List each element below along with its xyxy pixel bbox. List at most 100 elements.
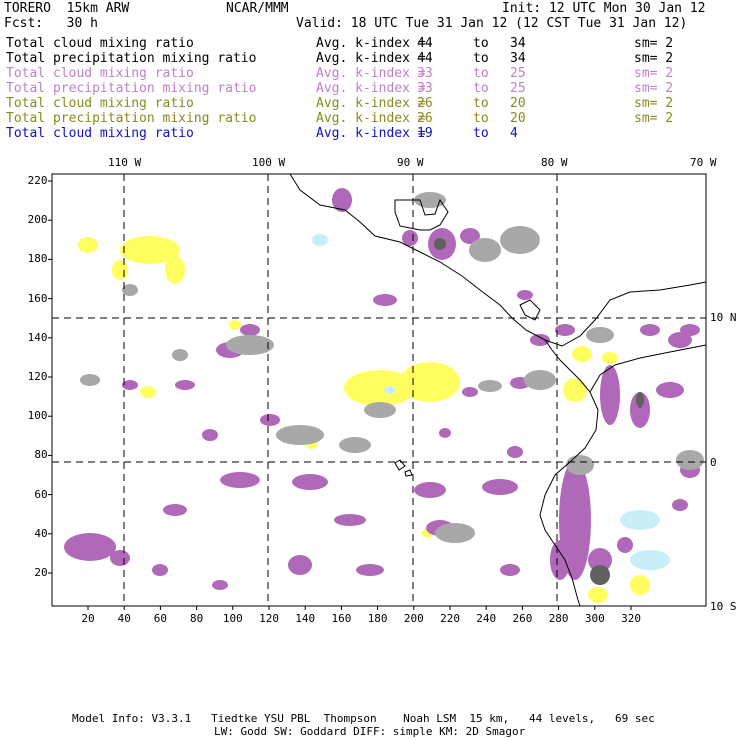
longitude-label: 80 W	[541, 156, 568, 169]
cloud-blob	[292, 474, 328, 490]
legend-name: Total cloud mixing ratio	[6, 66, 194, 81]
x-tick-label: 80	[190, 612, 204, 625]
legend-sm: sm= 2	[634, 96, 674, 111]
cloud-blob	[563, 378, 587, 402]
cloud-blob	[636, 392, 644, 408]
x-tick-label: 120	[259, 612, 279, 625]
legend-a: 26	[417, 96, 433, 111]
x-tick-label: 140	[295, 612, 316, 625]
cloud-blob	[112, 260, 128, 280]
cloud-blob	[64, 533, 116, 561]
organization: NCAR/MMM	[226, 1, 289, 16]
legend-b: 20	[510, 111, 526, 126]
cloud-blob	[414, 192, 446, 208]
legend-a: 26	[417, 111, 433, 126]
legend-b: 4	[510, 126, 518, 141]
cloud-blob	[620, 510, 660, 530]
legend-to: to	[473, 66, 489, 81]
legend-k: Avg. k-index =	[316, 96, 426, 111]
cloud-blob	[212, 580, 228, 590]
init-time: Init: 12 UTC Mon 30 Jan 12	[502, 1, 706, 16]
legend-to: to	[473, 111, 489, 126]
legend-sm: sm= 2	[634, 51, 674, 66]
cloud-blob	[332, 188, 352, 212]
cloud-blob	[120, 236, 180, 264]
legend-row: Total cloud mixing ratio Avg. k-index = 26…	[6, 96, 736, 111]
y-tick-label: 100	[27, 409, 48, 423]
legend-b: 34	[510, 51, 526, 66]
x-tick-label: 240	[476, 612, 497, 625]
cloud-blob	[78, 237, 98, 253]
coastline	[289, 173, 707, 347]
latitude-label: 10 S	[710, 600, 737, 613]
cloud-blob	[312, 234, 328, 246]
cloud-blob	[590, 565, 610, 585]
legend-row: Total precipitation mixing ratio Avg. k-i…	[6, 111, 736, 126]
legend-a: 33	[417, 66, 433, 81]
cloud-blob	[630, 392, 650, 428]
cloud-blob	[165, 256, 185, 284]
x-tick-label: 200	[403, 612, 424, 625]
cloud-blob	[339, 437, 371, 453]
x-tick-label: 320	[621, 612, 641, 625]
cloud-blob	[602, 352, 618, 364]
cloud-blob	[572, 346, 592, 362]
cloud-blob	[364, 402, 396, 418]
y-tick-label: 20	[34, 566, 48, 579]
cloud-blob	[507, 446, 523, 458]
cloud-blob	[630, 575, 650, 595]
y-tick-label: 180	[27, 252, 48, 266]
longitude-label: 90 W	[397, 156, 424, 169]
cloud-blob	[434, 238, 446, 250]
cloud-blob	[668, 332, 692, 348]
legend-name: Total precipitation mixing ratio	[6, 51, 257, 66]
legend-row: Total cloud mixing ratio Avg. k-index = 44…	[6, 36, 736, 51]
legend-k: Avg. k-index =	[316, 111, 426, 126]
cloud-blob	[462, 387, 478, 397]
cloud-blob	[672, 499, 688, 511]
cloud-blob	[122, 380, 138, 390]
legend-name: Total cloud mixing ratio	[6, 96, 194, 111]
y-tick-label: 160	[27, 291, 48, 305]
cloud-blob	[172, 349, 188, 361]
y-tick-label: 200	[27, 213, 48, 227]
cloud-blob	[586, 327, 614, 343]
x-tick-label: 20	[81, 612, 95, 625]
cloud-blob	[344, 370, 416, 406]
cloud-blob	[566, 455, 594, 475]
legend-b: 20	[510, 96, 526, 111]
legend-name: Total precipitation mixing ratio	[6, 111, 257, 126]
cloud-blob	[460, 228, 480, 244]
y-tick-label: 40	[34, 526, 48, 540]
cloud-blob	[524, 370, 556, 390]
legend-to: to	[473, 51, 489, 66]
cloud-blob	[373, 294, 397, 306]
longitude-label: 110 W	[108, 156, 142, 169]
legend-a: 44	[417, 36, 433, 51]
cloud-blob	[260, 414, 280, 426]
legend-sm: sm= 2	[634, 81, 674, 96]
legend-b: 25	[510, 66, 526, 81]
axis-ticks	[48, 180, 632, 610]
legend-row: Total cloud mixing ratio Avg. k-index = 19…	[6, 126, 736, 141]
valid-time: Valid: 18 UTC Tue 31 Jan 12 (12 CST Tue …	[296, 16, 688, 31]
cloud-blob	[588, 548, 612, 572]
cloud-blob	[640, 324, 660, 336]
cloud-blob	[402, 230, 418, 246]
cloud-blob	[220, 472, 260, 488]
cloud-blob	[439, 428, 451, 438]
legend-a: 44	[417, 51, 433, 66]
legend-a: 19	[417, 126, 433, 141]
map-frame	[51, 173, 707, 607]
legend-name: Total cloud mixing ratio	[6, 126, 194, 141]
legend-row: Total precipitation mixing ratio Avg. k-i…	[6, 51, 736, 66]
legend-sm: sm= 2	[634, 36, 674, 51]
x-tick-label: 300	[584, 612, 605, 625]
cloud-blob	[240, 324, 260, 336]
y-tick-label: 80	[34, 448, 48, 462]
x-tick-label: 280	[548, 612, 569, 625]
x-tick-label: 40	[117, 612, 131, 625]
x-tick-label: 180	[367, 612, 388, 625]
cloud-blob	[482, 479, 518, 495]
legend-to: to	[473, 36, 489, 51]
